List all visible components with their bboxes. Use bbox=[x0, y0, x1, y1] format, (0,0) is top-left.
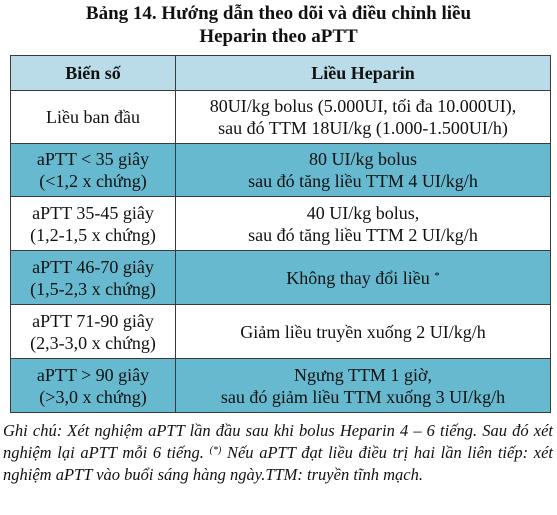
table-row: aPTT < 35 giây (<1,2 x chứng) 80 UI/kg b… bbox=[10, 143, 551, 197]
variable-line: (2,3-3,0 x chứng) bbox=[30, 332, 156, 353]
table-row: aPTT > 90 giây (>3,0 x chứng) Ngưng TTM … bbox=[10, 358, 551, 413]
table-title-line-1: Bảng 14. Hướng dẫn theo dõi và điều chỉn… bbox=[85, 3, 472, 24]
dose-cell: 80UI/kg bolus (5.000UI, tối đa 10.000UI)… bbox=[175, 90, 551, 144]
dose-line: 80 UI/kg bolus bbox=[309, 149, 417, 169]
dose-text: Không thay đổi liều bbox=[286, 267, 430, 288]
dose-line: Giảm liều truyền xuống 2 UI/kg/h bbox=[240, 321, 486, 342]
footnote-marker: * bbox=[434, 269, 440, 282]
table-row: Liều ban đầu 80UI/kg bolus (5.000UI, tối… bbox=[10, 90, 551, 144]
variable-cell: Liều ban đầu bbox=[10, 90, 176, 144]
variable-cell: aPTT 46-70 giây (1,5-2,3 x chứng) bbox=[10, 250, 176, 305]
variable-cell: aPTT < 35 giây (<1,2 x chứng) bbox=[10, 143, 176, 197]
dose-line: sau đó giảm liều TTM xuống 3 UI/kg/h bbox=[220, 386, 506, 407]
variable-line: aPTT 35-45 giây bbox=[32, 202, 154, 223]
dose-line: Không thay đổi liều * bbox=[178, 267, 548, 289]
note-footnote-marker: (*) bbox=[209, 445, 222, 456]
variable-cell: aPTT 71-90 giây (2,3-3,0 x chứng) bbox=[10, 304, 176, 359]
variable-line: aPTT 71-90 giây bbox=[32, 310, 154, 331]
variable-line: (1,2-1,5 x chứng) bbox=[30, 224, 156, 245]
variable-cell: aPTT > 90 giây (>3,0 x chứng) bbox=[10, 358, 176, 413]
table-title: Bảng 14. Hướng dẫn theo dõi và điều chỉn… bbox=[0, 2, 557, 48]
variable-line: aPTT > 90 giây bbox=[36, 364, 150, 385]
table-note: Ghi chú: Xét nghiệm aPTT lần đầu sau khi… bbox=[3, 420, 553, 486]
table-row: aPTT 46-70 giây (1,5-2,3 x chứng) Không … bbox=[10, 250, 551, 305]
dose-cell: Giảm liều truyền xuống 2 UI/kg/h bbox=[175, 304, 551, 359]
heparin-dosing-table: Biến số Liều Heparin Liều ban đầu 80UI/k… bbox=[10, 55, 551, 413]
table-row: aPTT 71-90 giây (2,3-3,0 x chứng) Giảm l… bbox=[10, 304, 551, 359]
dose-cell: 40 UI/kg bolus, sau đó tăng liều TTM 2 U… bbox=[175, 196, 551, 251]
dose-line: Ngưng TTM 1 giờ, bbox=[294, 364, 432, 385]
note-text-2: Nếu aPTT đạt liều điều trị hai lần liên … bbox=[3, 443, 553, 484]
note-text-1: Ghi chú: Xét nghiệm aPTT lần đầu sau khi… bbox=[3, 421, 553, 462]
dose-cell: 80 UI/kg bolus sau đó tăng liều TTM 4 UI… bbox=[175, 143, 551, 197]
dose-line: 40 UI/kg bolus, bbox=[306, 202, 420, 223]
header-variable: Biến số bbox=[10, 55, 176, 91]
dose-line: sau đó TTM 18UI/kg (1.000-1.500UI/h) bbox=[218, 118, 508, 138]
variable-line: aPTT 46-70 giây bbox=[32, 256, 154, 277]
variable-line: aPTT < 35 giây bbox=[36, 149, 150, 169]
variable-cell: aPTT 35-45 giây (1,2-1,5 x chứng) bbox=[10, 196, 176, 251]
table-row: aPTT 35-45 giây (1,2-1,5 x chứng) 40 UI/… bbox=[10, 196, 551, 251]
table-header-row: Biến số Liều Heparin bbox=[10, 55, 551, 91]
header-heparin-dose: Liều Heparin bbox=[175, 55, 551, 91]
dose-cell: Không thay đổi liều * bbox=[175, 250, 551, 305]
variable-line: Liều ban đầu bbox=[46, 107, 140, 127]
dose-cell: Ngưng TTM 1 giờ, sau đó giảm liều TTM xu… bbox=[175, 358, 551, 413]
dose-line: sau đó tăng liều TTM 2 UI/kg/h bbox=[248, 224, 478, 245]
variable-line: (<1,2 x chứng) bbox=[39, 171, 147, 191]
dose-line: sau đó tăng liều TTM 4 UI/kg/h bbox=[248, 171, 478, 191]
dose-line: 80UI/kg bolus (5.000UI, tối đa 10.000UI)… bbox=[209, 96, 517, 116]
variable-line: (1,5-2,3 x chứng) bbox=[30, 278, 156, 299]
table-title-line-2: Heparin theo aPTT bbox=[199, 26, 358, 47]
variable-line: (>3,0 x chứng) bbox=[39, 386, 147, 407]
